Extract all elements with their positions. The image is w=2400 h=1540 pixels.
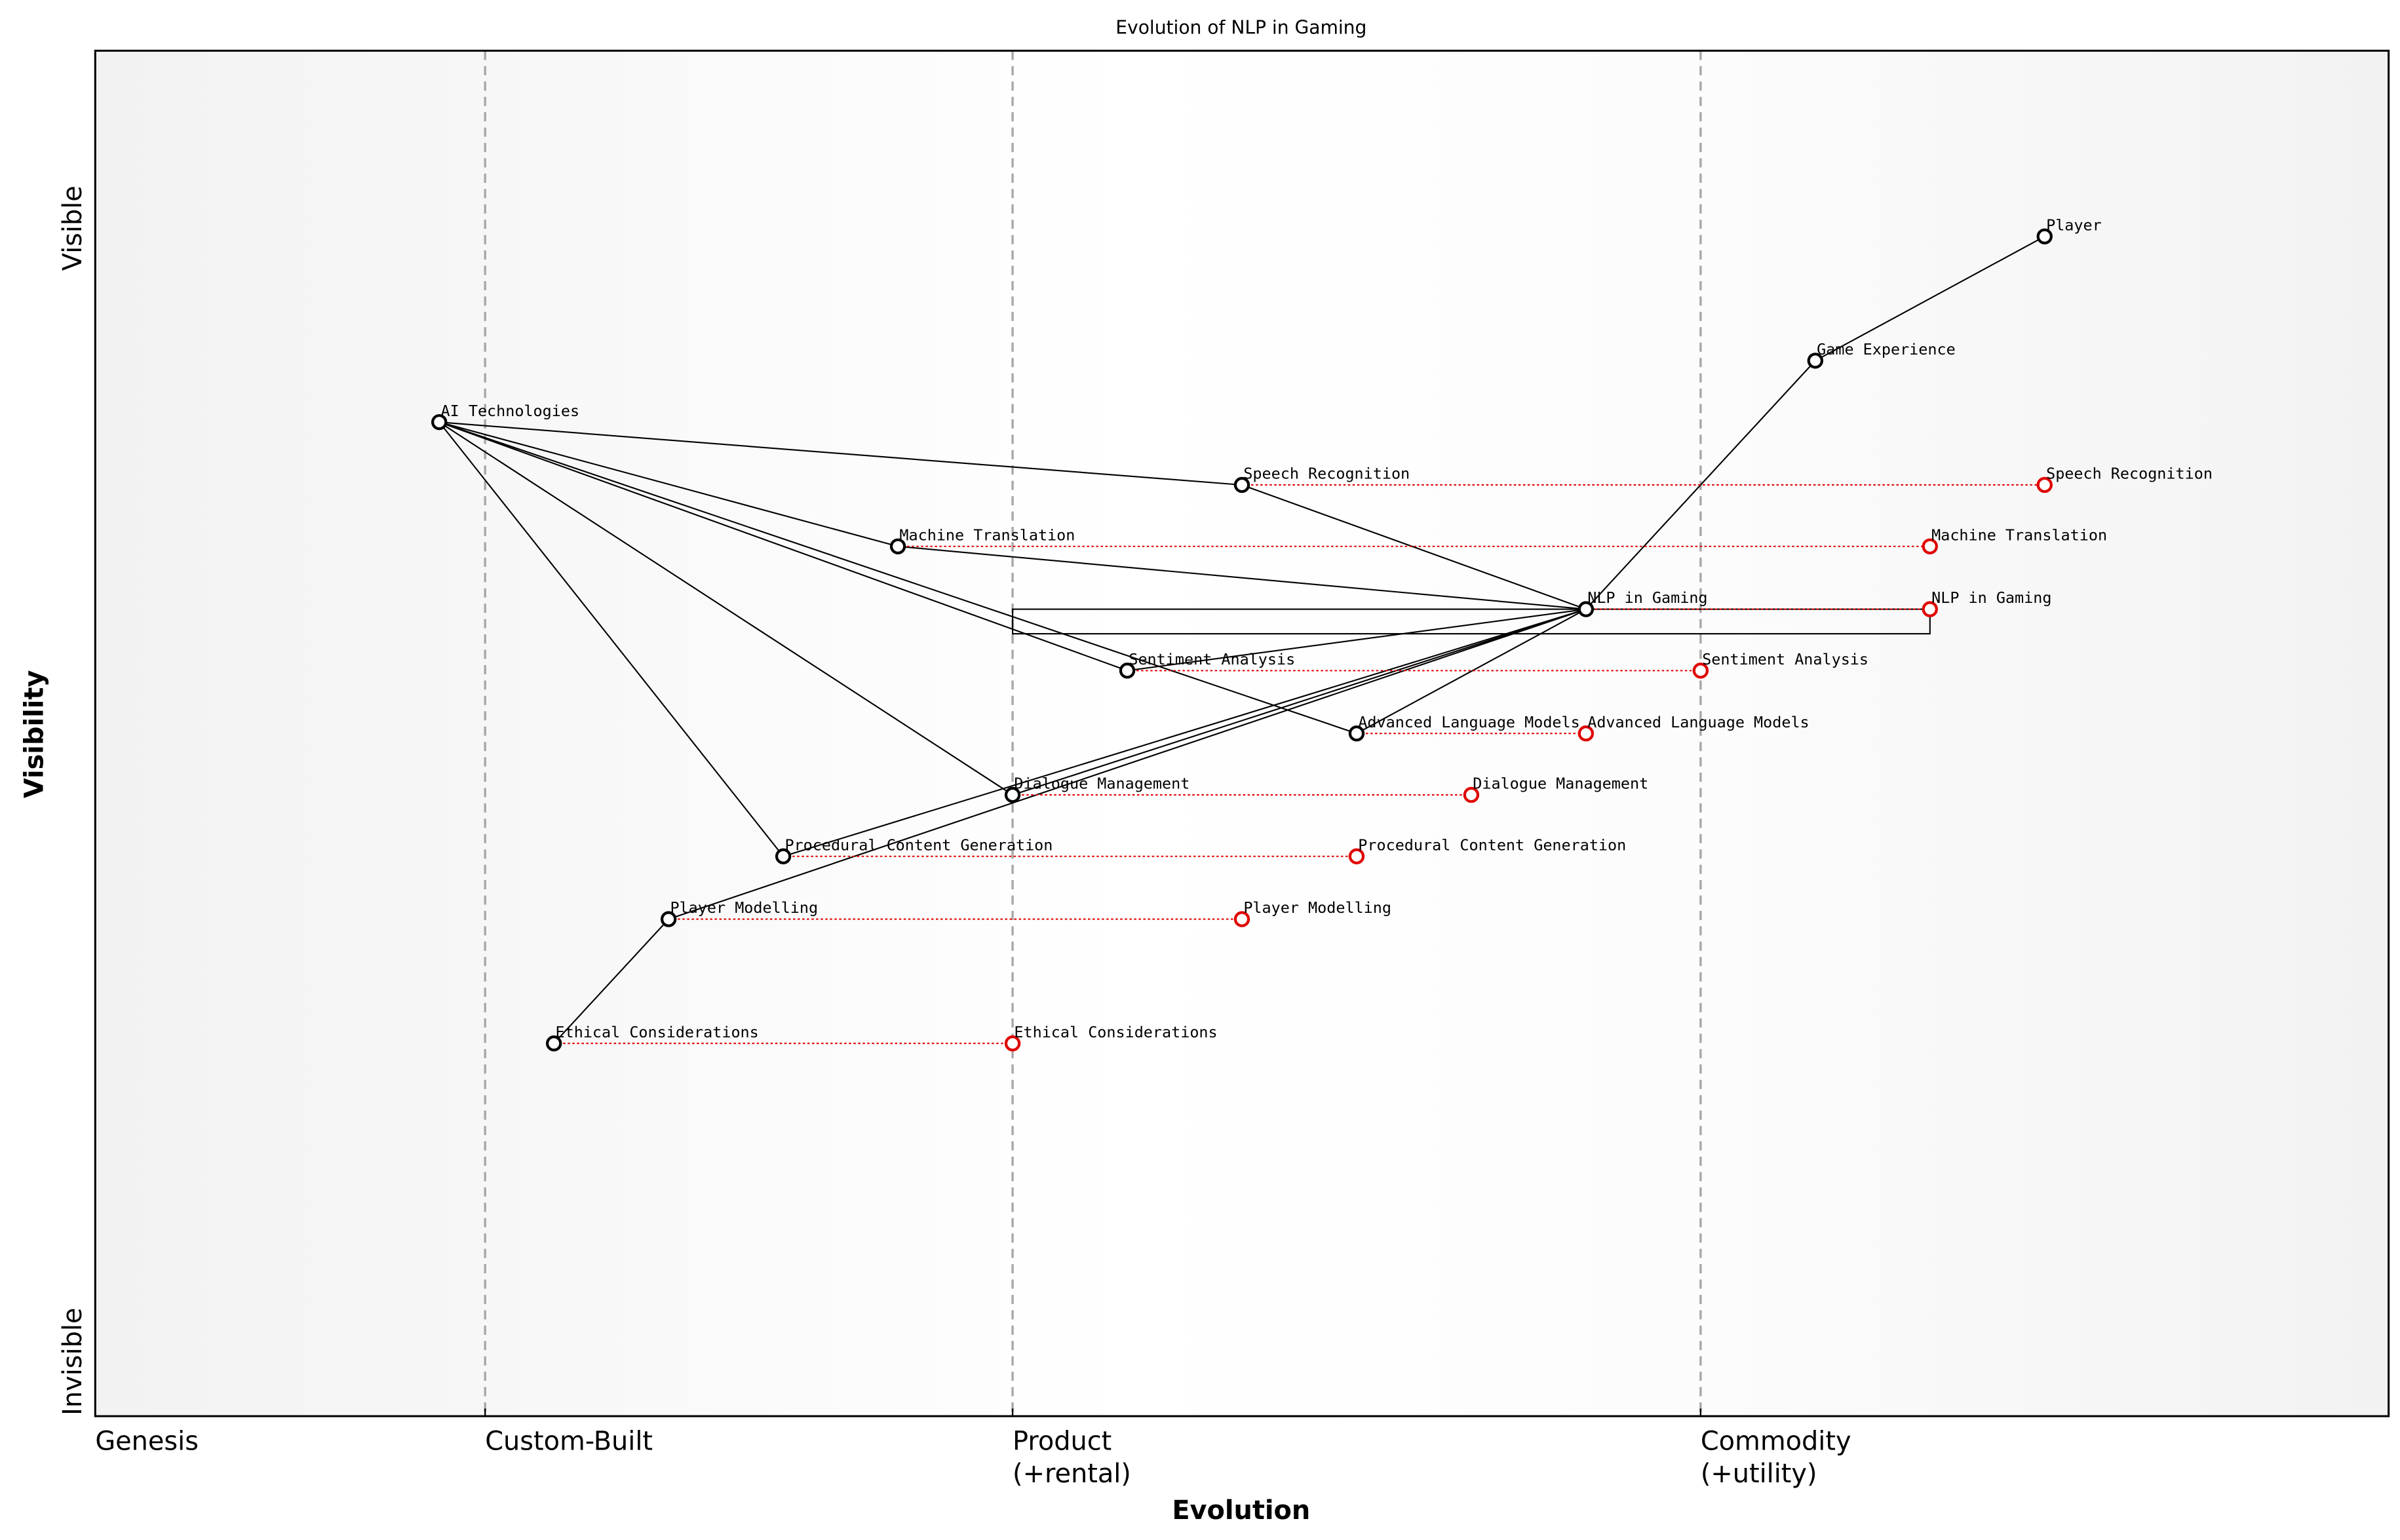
component-label: Speech Recognition [1243, 465, 1410, 483]
component-label: Machine Translation [899, 526, 1075, 544]
link [783, 608, 1587, 857]
future-label: Advanced Language Models [1587, 713, 1809, 731]
link [438, 421, 1128, 672]
pipeline [1011, 608, 1931, 635]
future-marker [1577, 725, 1595, 742]
link [438, 421, 899, 547]
component-label: AI Technologies [441, 402, 580, 420]
component-marker [775, 848, 792, 864]
link [438, 421, 1357, 735]
link [439, 421, 1243, 486]
link [1585, 360, 1816, 610]
future-marker [1004, 1035, 1021, 1052]
future-marker [1922, 538, 1938, 554]
component-label: Dialogue Management [1014, 775, 1190, 793]
link [1815, 235, 2045, 362]
component-marker [545, 1035, 562, 1052]
future-marker [1233, 911, 1250, 927]
component-marker [1577, 601, 1595, 617]
future-label: Speech Recognition [2046, 465, 2213, 483]
component-marker [1119, 663, 1136, 679]
future-marker [1348, 848, 1365, 864]
component-label: Advanced Language Models [1358, 713, 1579, 731]
component-label: Sentiment Analysis [1129, 650, 1295, 668]
x-tick-label: Commodity [1701, 1427, 1851, 1457]
future-label: Procedural Content Generation [1358, 836, 1626, 854]
link [668, 608, 1587, 920]
plot-background [95, 50, 2389, 1417]
future-marker [1922, 601, 1938, 617]
future-label: Ethical Considerations [1014, 1023, 1217, 1041]
future-marker [1692, 663, 1709, 679]
link [553, 918, 669, 1044]
chart-title: Evolution of NLP in Gaming [1115, 17, 1366, 39]
x-tick-label: (+utility) [1701, 1459, 1817, 1489]
component-label: Game Experience [1817, 340, 1956, 358]
component-marker [1004, 786, 1021, 803]
link [1127, 608, 1587, 672]
component-marker [431, 414, 448, 431]
link [438, 421, 1013, 796]
component-label: Ethical Considerations [556, 1023, 759, 1041]
future-marker [1463, 786, 1480, 803]
x-axis-title: Evolution [1172, 1495, 1310, 1526]
component-marker [1348, 725, 1365, 742]
link [1356, 608, 1587, 735]
component-label: NLP in Gaming [1587, 588, 1707, 607]
plot-frame [94, 49, 2390, 1417]
x-tick-label: (+rental) [1013, 1459, 1131, 1489]
link [897, 545, 1586, 610]
future-label: Machine Translation [1931, 526, 2107, 544]
future-marker [2036, 476, 2053, 493]
component-marker [889, 538, 906, 554]
component-label: Player Modelling [670, 898, 818, 917]
x-tick-label: Product [1013, 1427, 1112, 1457]
component-marker [2036, 228, 2053, 244]
component-label: Procedural Content Generation [784, 836, 1053, 854]
link [1241, 484, 1587, 610]
future-label: Player Modelling [1243, 898, 1391, 917]
component-marker [1807, 353, 1824, 369]
link [1012, 608, 1587, 796]
link [438, 421, 784, 857]
x-tick-label: Custom-Built [485, 1427, 653, 1457]
future-label: Sentiment Analysis [1702, 650, 1868, 668]
x-tick-label: Genesis [95, 1427, 199, 1457]
plot-layer: Player Game Experience AI Technologies Spee… [431, 50, 2213, 1417]
y-axis-title: Visibility [20, 670, 50, 799]
future-label: NLP in Gaming [1931, 588, 2051, 607]
y-tick-label: Invisible [58, 1308, 88, 1415]
component-label: Player [2046, 216, 2102, 234]
y-tick-label: Visible [58, 185, 88, 271]
component-marker [1233, 476, 1250, 493]
component-marker [660, 911, 677, 927]
future-label: Dialogue Management [1473, 775, 1648, 793]
